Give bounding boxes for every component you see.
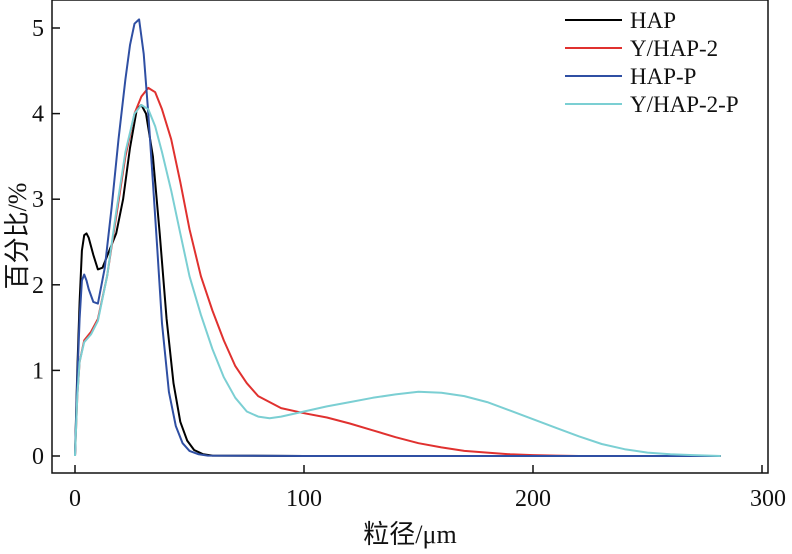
y-tick-label: 3 <box>32 187 44 213</box>
legend-label: HAP <box>630 8 676 33</box>
x-axis-ticks: 0 100 200 300 <box>69 465 786 512</box>
series-line-4 <box>74 104 721 457</box>
legend-label: HAP-P <box>630 64 696 89</box>
y-tick-label: 2 <box>32 273 44 299</box>
y-axis-ticks: 0 1 2 3 4 5 <box>32 16 60 470</box>
y-tick-label: 4 <box>32 102 44 128</box>
series-line-3 <box>74 18 721 457</box>
legend-label: Y/HAP-2-P <box>630 92 739 117</box>
x-axis-label: 粒径/μm <box>363 520 456 549</box>
series-lines <box>74 18 721 457</box>
plot-frame <box>51 0 769 474</box>
x-tick-label: 300 <box>750 486 786 512</box>
y-tick-label: 1 <box>32 358 44 384</box>
legend-label: Y/HAP-2 <box>630 36 718 61</box>
y-tick-label: 0 <box>32 444 44 470</box>
x-tick-label: 200 <box>515 486 551 512</box>
series-line-2 <box>74 86 721 457</box>
y-tick-label: 5 <box>32 16 44 42</box>
legend: HAP Y/HAP-2 HAP-P Y/HAP-2-P <box>565 8 739 117</box>
x-tick-label: 100 <box>286 486 322 512</box>
y-axis-label: 百分比/% <box>3 183 32 290</box>
x-tick-label: 0 <box>69 486 81 512</box>
